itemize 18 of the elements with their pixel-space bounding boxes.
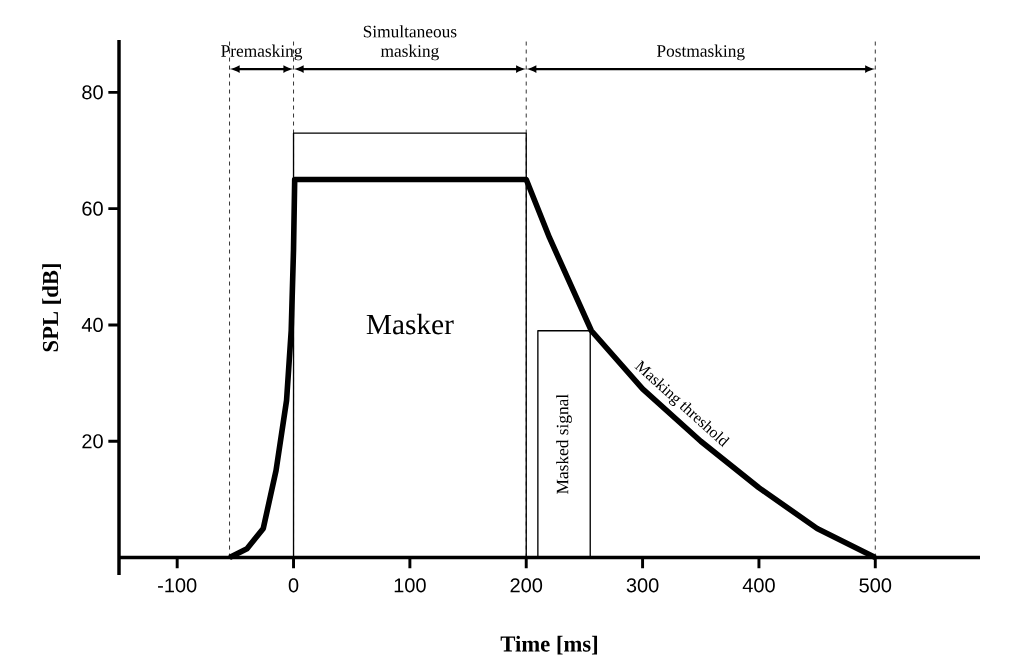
x-tick-label: 200	[510, 578, 543, 593]
y-tick-label: 80	[82, 85, 103, 100]
x-axis-title: Time [ms]	[500, 635, 598, 655]
x-tick-label: 100	[394, 578, 426, 593]
annotation: Premasking	[221, 44, 303, 61]
text: Masker	[366, 313, 454, 335]
annotation: Postmasking	[656, 44, 745, 61]
x-tick-label: 0	[288, 578, 299, 593]
x-tick-label: -100	[158, 578, 197, 593]
y-tick-label: 40	[81, 317, 103, 333]
x-tick-label: 400	[742, 578, 775, 593]
y-axis-title: SPL [dB]	[42, 264, 61, 352]
annotation: Simultaneous masking	[363, 25, 457, 61]
x-tick-label: 500	[859, 578, 892, 593]
y-tick-label: 60	[82, 201, 103, 216]
text: Masked signal	[556, 394, 572, 494]
y-tick-label: 20	[82, 434, 103, 449]
x-tick-label: 300	[626, 578, 659, 593]
